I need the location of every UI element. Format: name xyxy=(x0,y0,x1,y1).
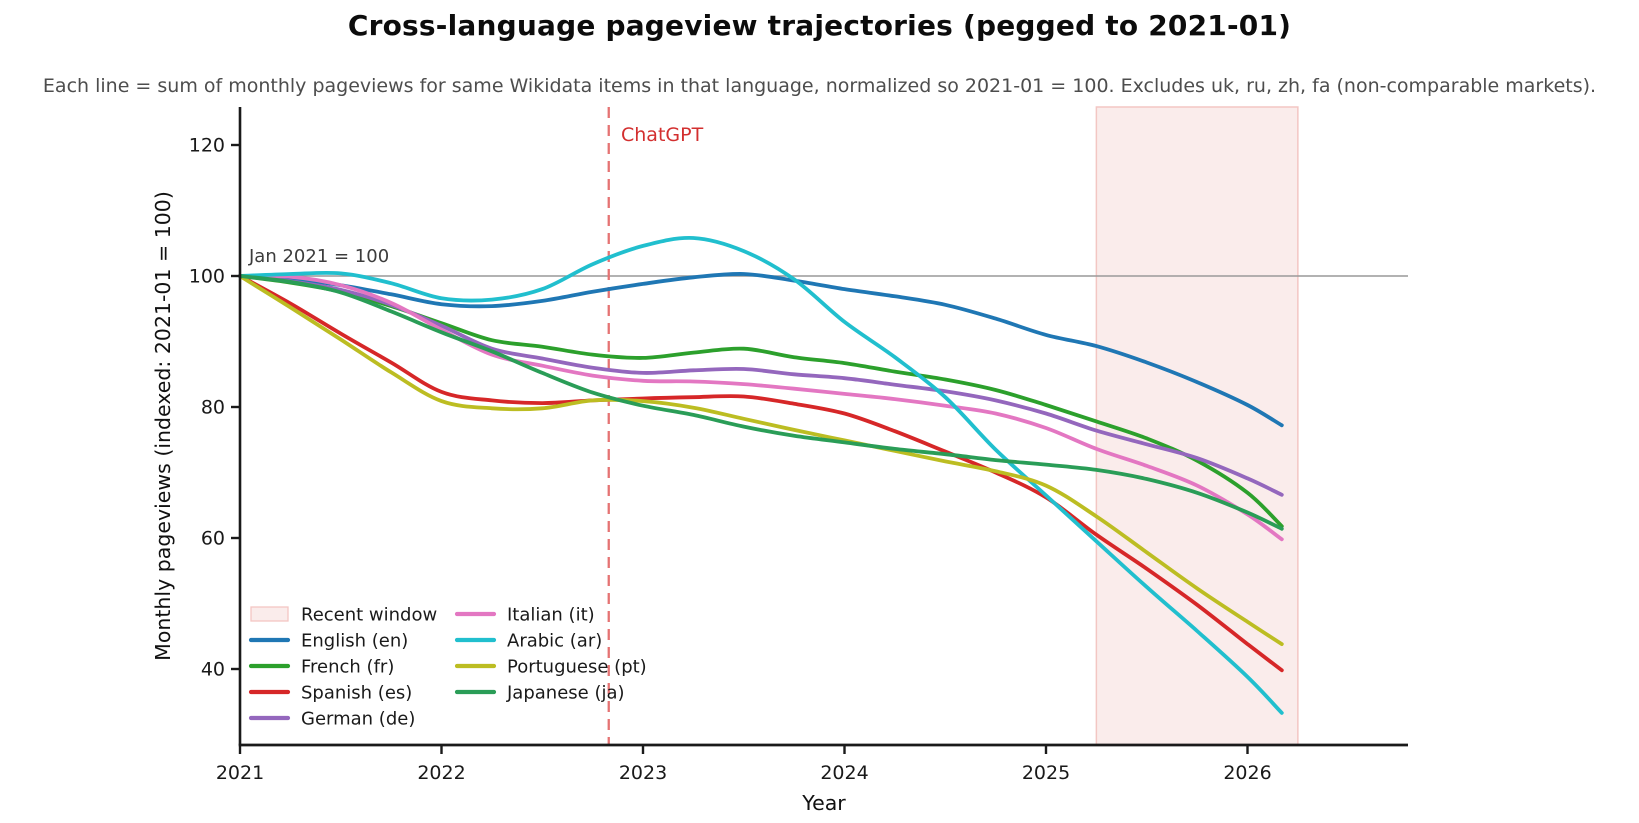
legend-swatch-patch xyxy=(250,606,289,622)
x-axis-label: Year xyxy=(801,791,846,815)
legend-item-italian-it: Italian (it) xyxy=(454,605,595,626)
series-line-arabic-ar xyxy=(238,236,1284,715)
legend-item-english-en: English (en) xyxy=(248,631,408,652)
x-tick-label-2021: 2021 xyxy=(216,762,264,784)
baseline-annotation: Jan 2021 = 100 xyxy=(248,246,389,267)
chart-subtitle: Each line = sum of monthly pageviews for… xyxy=(42,75,1597,97)
series-line-spanish-es xyxy=(238,274,1284,673)
legend-item-portuguese-pt: Portuguese (pt) xyxy=(454,657,647,678)
legend-item-japanese-ja: Japanese (ja) xyxy=(454,683,625,704)
series-line-italian-it xyxy=(238,273,1284,542)
chart-axes-layer: 2021 2022 2023 2024 2025 2026 40 60 80 100 120 xyxy=(189,107,1408,784)
legend-item-spanish-es: Spanish (es) xyxy=(248,683,412,704)
chart-title: Cross-language pageview trajectories (pe… xyxy=(347,9,1292,42)
legend-item-french-fr: French (fr) xyxy=(248,657,394,678)
x-tick-label-2026: 2026 xyxy=(1223,762,1271,784)
recent-window-band xyxy=(1095,106,1299,746)
legend-item-arabic-ar: Arabic (ar) xyxy=(454,631,602,652)
x-tick-label-2023: 2023 xyxy=(619,762,667,784)
x-tick-label-2024: 2024 xyxy=(820,762,868,784)
x-tick-label-2022: 2022 xyxy=(417,762,465,784)
y-tick-label-60: 60 xyxy=(201,528,225,550)
legend-label: German (de) xyxy=(301,709,415,730)
y-tick-label-80: 80 xyxy=(201,397,225,419)
chart-background-layer xyxy=(240,106,1408,746)
series-line-english-en xyxy=(238,272,1284,428)
y-axis-label: Monthly pageviews (indexed: 2021-01 = 10… xyxy=(151,191,175,661)
chatgpt-event-label: ChatGPT xyxy=(621,124,704,146)
legend-item-recent-window: Recent window xyxy=(250,605,437,626)
y-tick-label-120: 120 xyxy=(189,135,225,157)
legend-label: Portuguese (pt) xyxy=(507,657,647,678)
chart-legend: Recent window English (en) French (fr) Span… xyxy=(248,605,647,730)
series-line-portuguese-pt xyxy=(238,274,1284,646)
legend-label: Recent window xyxy=(301,605,437,626)
x-tick-label-2025: 2025 xyxy=(1022,762,1070,784)
y-tick-label-40: 40 xyxy=(201,659,225,681)
legend-label: English (en) xyxy=(301,631,408,652)
series-line-japanese-ja xyxy=(238,274,1284,531)
legend-item-german-de: German (de) xyxy=(248,709,415,730)
legend-label: Italian (it) xyxy=(507,605,595,626)
y-tick-label-100: 100 xyxy=(189,266,225,288)
legend-label: French (fr) xyxy=(301,657,394,678)
legend-label: Arabic (ar) xyxy=(507,631,602,652)
legend-label: Japanese (ja) xyxy=(506,683,625,704)
legend-label: Spanish (es) xyxy=(301,683,412,704)
chart-series-layer xyxy=(238,236,1284,715)
